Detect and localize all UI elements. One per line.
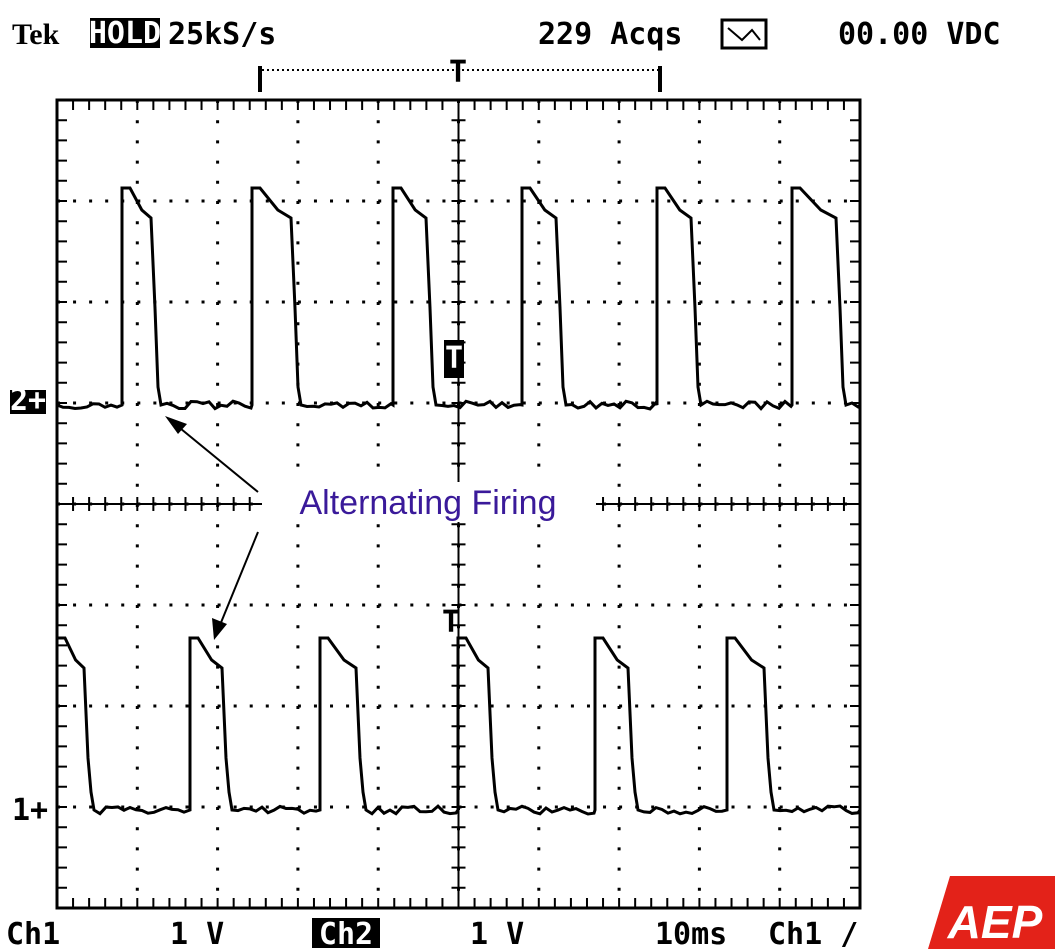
annotation-arrowhead	[212, 618, 227, 640]
envelope-icon	[722, 20, 766, 48]
ch2-label: Ch2	[319, 917, 373, 949]
annotation-arrow	[220, 532, 258, 625]
ch1-trace	[57, 638, 860, 814]
ch1-trigger-level: T	[442, 605, 460, 640]
oscilloscope-screen: Tek HOLD 25kS/s 229 Acqs 00.00 VDC T 2+ …	[0, 0, 1055, 949]
ch2-scale: 1 V	[470, 917, 524, 949]
brand: Tek	[12, 18, 60, 51]
ch2-marker: 2+	[10, 383, 46, 418]
envelope-icon-glyph	[728, 28, 760, 40]
mode: HOLD	[89, 16, 161, 51]
logo: AEP	[947, 896, 1043, 948]
timebase: 10ms	[655, 917, 727, 949]
readout: 00.00 VDC	[838, 17, 1001, 52]
ch1-scale: 1 V	[170, 917, 224, 949]
annotation: Alternating Firing	[299, 484, 556, 522]
ch1-label: Ch1	[6, 917, 60, 949]
trigger-source: Ch1 /	[768, 917, 858, 949]
sample-rate: 25kS/s	[168, 17, 276, 52]
acquisitions: 229 Acqs	[538, 17, 683, 52]
ch2-trigger-level: T	[445, 341, 463, 376]
annotation-arrow	[175, 424, 258, 492]
ch1-marker: 1+	[12, 793, 48, 828]
trigger-position: T	[449, 55, 467, 90]
